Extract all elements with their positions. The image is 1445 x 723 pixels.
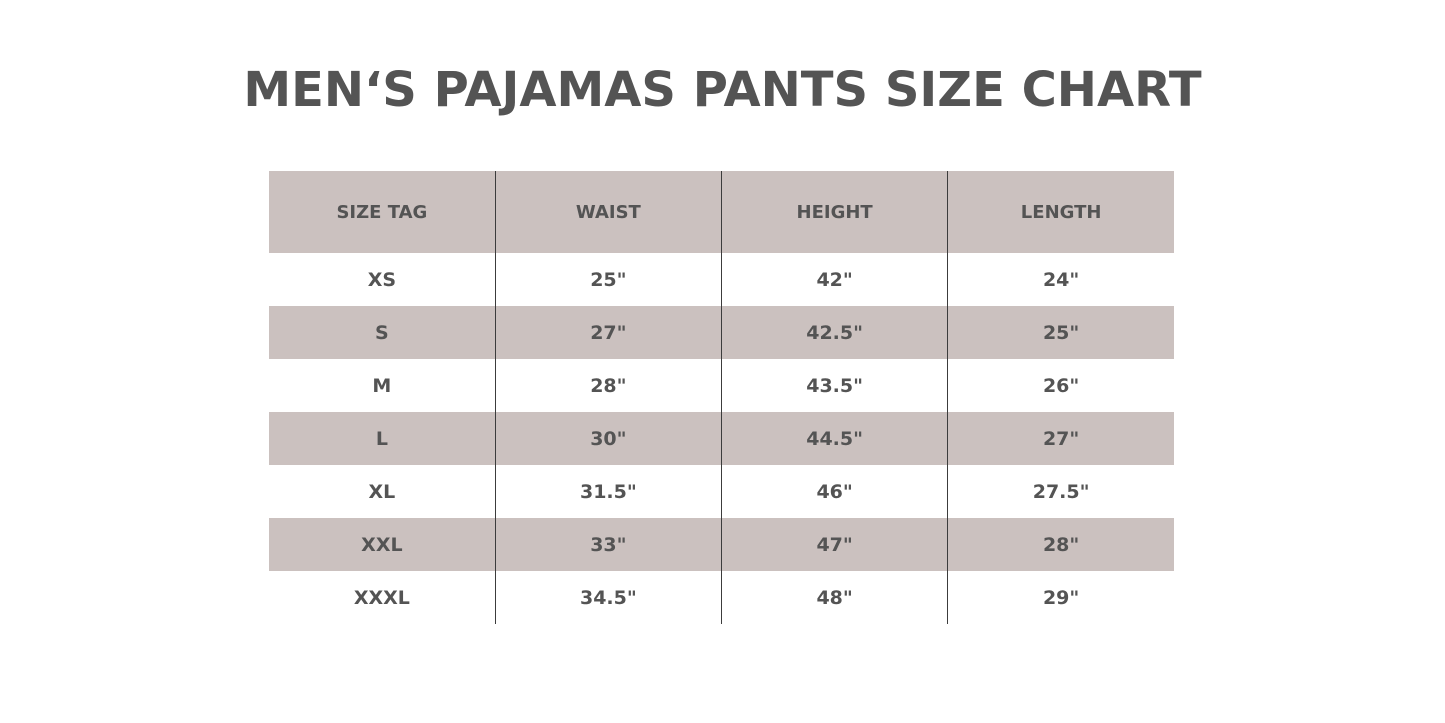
- table-cell: XL: [368, 480, 396, 503]
- table-cell: 42": [720, 253, 948, 306]
- table-cell: 26": [947, 359, 1174, 412]
- table-cell: 27": [494, 306, 722, 359]
- table-cell: M: [372, 374, 392, 397]
- table-cell: XS: [367, 268, 397, 291]
- table-cell: 24": [947, 253, 1174, 306]
- table-cell: 25": [947, 306, 1174, 359]
- table-cell: 28": [494, 359, 722, 412]
- table-row: L 30" 44.5" 27": [269, 412, 1174, 465]
- table-cell: 42.5": [720, 306, 948, 359]
- table-cell: L: [269, 412, 496, 465]
- size-chart-table: SIZE TAG WAIST HEIGHT LENGTH XS 25" 42" 24" S 27…: [269, 171, 1174, 624]
- table-cell: 27": [947, 412, 1174, 465]
- table-row: XXL 33" 47" 28": [269, 518, 1174, 571]
- table-cell: 25": [494, 253, 722, 306]
- table-row: XXXL 34.5" 48" 29": [269, 571, 1174, 624]
- table-cell: 43.5": [720, 359, 948, 412]
- table-cell: 48": [720, 571, 948, 624]
- table-row: M 28" 43.5" 26": [269, 359, 1174, 412]
- table-row: XS 25" 42" 24": [269, 253, 1174, 306]
- table-cell: 46": [720, 465, 948, 518]
- page-title: MEN‘S PAJAMAS PANTS SIZE CHART: [243, 62, 1202, 118]
- table-cell: 31.5": [494, 465, 722, 518]
- table-cell: 30": [494, 412, 722, 465]
- table-cell: 47": [720, 518, 948, 571]
- column-header: LENGTH: [947, 171, 1174, 253]
- table-cell: S: [269, 306, 496, 359]
- table-cell: 28": [947, 518, 1174, 571]
- table-cell: 34.5": [494, 571, 722, 624]
- table-cell: 27.5": [947, 465, 1174, 518]
- table-cell: XXL: [269, 518, 496, 571]
- table-row: S 27" 42.5" 25": [269, 306, 1174, 359]
- table-row: XL 31.5" 46" 27.5": [269, 465, 1174, 518]
- column-header: HEIGHT: [720, 171, 948, 253]
- table-cell: 29": [947, 571, 1174, 624]
- table-cell: 33": [494, 518, 722, 571]
- column-header: SIZE TAG: [269, 171, 496, 253]
- table-cell: XXXL: [353, 586, 410, 609]
- header-row: SIZE TAG WAIST HEIGHT LENGTH: [269, 171, 1174, 253]
- table-cell: 44.5": [720, 412, 948, 465]
- column-header: WAIST: [494, 171, 722, 253]
